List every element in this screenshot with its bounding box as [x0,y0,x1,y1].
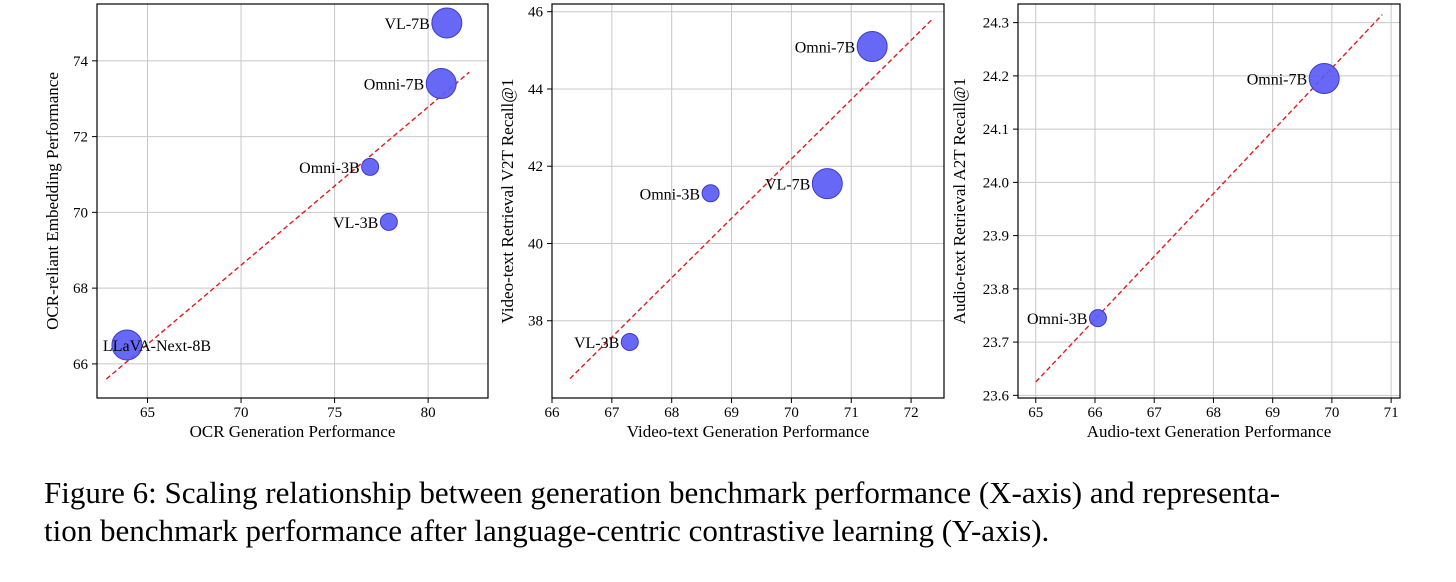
point-label: Omni-7B [1247,72,1307,89]
data-point [1088,309,1107,328]
caption-line-1: Figure 6: Scaling relationship between g… [44,475,1281,510]
point-label: VL-7B [765,177,810,194]
x-tick-label: 70 [1324,405,1339,421]
x-tick-label: 69 [1265,405,1280,421]
plot-frame [96,3,489,399]
x-tick-label: 65 [140,405,155,421]
y-tick-label: 44 [528,82,544,98]
y-tick-label: 24.2 [983,69,1009,85]
caption-line-2: tion benchmark performance after languag… [44,513,1050,548]
point-label: Omni-7B [364,77,424,94]
y-axis-label: OCR-reliant Embedding Performance [43,72,62,330]
y-tick-label: 68 [73,281,88,297]
figure-caption: Figure 6: Scaling relationship between g… [44,474,1429,550]
trend-line [105,71,470,380]
plot-frame [551,3,945,399]
y-tick-label: 72 [73,130,88,146]
x-tick-label: 67 [1147,405,1163,421]
x-tick-label: 71 [1384,405,1399,421]
plot-frame [1017,3,1401,399]
y-tick-label: 23.8 [983,282,1009,298]
x-tick-label: 68 [664,405,679,421]
point-label: VL-7B [385,16,430,33]
data-point [856,30,888,62]
y-tick-label: 24.3 [983,16,1009,32]
y-tick-label: 23.9 [983,229,1009,245]
y-tick-label: 24.1 [983,122,1009,138]
point-label: LLaVA-Next-8B [103,338,211,355]
point-label: VL-3B [574,335,619,352]
y-tick-label: 40 [528,236,543,252]
y-tick-label: 66 [73,357,89,373]
data-point [425,68,457,100]
x-axis-label: OCR Generation Performance [190,422,396,441]
data-point [431,7,463,39]
x-tick-label: 68 [1206,405,1221,421]
data-point [379,212,398,231]
x-tick-label: 70 [234,405,249,421]
figure-charts: 65 70 75 80 66 68 70 72 74 OCR Generation Perform… [43,3,1401,441]
y-tick-label: 74 [73,54,89,70]
x-tick-label: 69 [724,405,739,421]
y-tick-label: 42 [528,159,543,175]
data-point [620,332,639,351]
y-tick-label: 24.0 [983,175,1009,191]
x-tick-label: 80 [421,405,436,421]
chart-2: 66 67 68 69 70 71 72 38 40 42 44 46 Video-text Gener… [498,3,945,441]
x-axis-label: Audio-text Generation Performance [1087,422,1332,441]
x-tick-label: 75 [327,405,342,421]
data-point [111,329,143,361]
point-label: Omni-7B [795,39,855,56]
x-tick-label: 65 [1028,405,1043,421]
chart-1: 65 70 75 80 66 68 70 72 74 OCR Generation Perform… [43,3,489,441]
x-tick-label: 71 [844,405,859,421]
y-tick-label: 46 [528,5,544,21]
x-tick-label: 70 [784,405,799,421]
point-label: Omni-3B [1027,311,1087,328]
y-tick-label: 38 [528,314,543,330]
x-tick-label: 66 [545,405,561,421]
y-tick-label: 70 [73,205,88,221]
point-label: Omni-3B [640,186,700,203]
x-tick-label: 66 [1087,405,1103,421]
y-axis-label: Audio-text Retrieval A2T Recall@1 [950,78,969,324]
y-axis-label: Video-text Retrieval V2T Recall@1 [498,79,517,324]
x-tick-label: 67 [604,405,620,421]
y-tick-label: 23.6 [983,388,1010,404]
point-label: Omni-3B [299,160,359,177]
y-tick-label: 23.7 [983,335,1010,351]
data-point [701,184,720,203]
x-tick-label: 72 [904,405,919,421]
x-axis-label: Video-text Generation Performance [627,422,870,441]
data-point [811,168,843,200]
data-point [361,157,380,176]
data-point [1308,63,1340,95]
point-label: VL-3B [333,215,378,232]
trend-line [569,18,933,380]
chart-3: 65 66 67 68 69 70 71 23.6 23.7 23.8 23.9 24.0 24.1 24… [950,3,1401,441]
